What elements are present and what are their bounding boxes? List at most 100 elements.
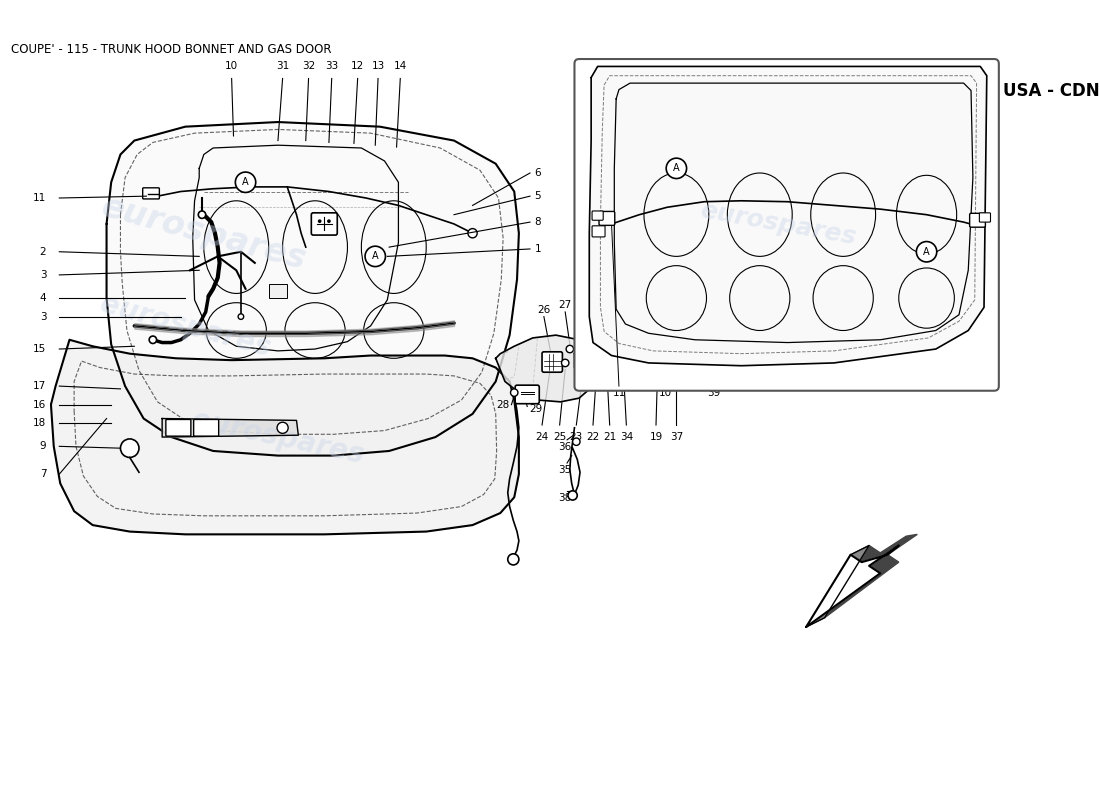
FancyBboxPatch shape	[574, 59, 999, 390]
Text: 10: 10	[226, 61, 239, 71]
Circle shape	[365, 246, 385, 266]
Text: 33: 33	[326, 61, 339, 71]
FancyBboxPatch shape	[268, 284, 287, 298]
Text: 14: 14	[394, 61, 407, 71]
Text: 17: 17	[33, 381, 46, 391]
Polygon shape	[806, 546, 869, 627]
Circle shape	[198, 211, 206, 218]
Polygon shape	[574, 349, 616, 372]
Text: 11: 11	[33, 193, 46, 203]
Circle shape	[318, 219, 321, 223]
Text: 38: 38	[559, 493, 572, 502]
Circle shape	[150, 336, 156, 343]
Circle shape	[121, 439, 139, 458]
Text: A: A	[372, 251, 378, 262]
Circle shape	[327, 219, 331, 223]
Circle shape	[568, 491, 578, 500]
Text: 34: 34	[619, 433, 632, 442]
FancyBboxPatch shape	[166, 419, 191, 436]
Text: 39: 39	[707, 388, 721, 398]
Text: 30: 30	[630, 300, 644, 310]
Text: 22: 22	[597, 303, 611, 313]
Text: 18: 18	[33, 418, 46, 428]
Circle shape	[238, 314, 244, 319]
FancyBboxPatch shape	[311, 213, 338, 235]
Text: 22: 22	[586, 433, 600, 442]
Circle shape	[616, 360, 623, 366]
Text: 12: 12	[351, 61, 364, 71]
Text: 37: 37	[670, 433, 683, 442]
Text: eurospares: eurospares	[698, 198, 858, 250]
Text: 7: 7	[40, 469, 46, 479]
Text: eurospares: eurospares	[98, 190, 310, 277]
Text: 19: 19	[649, 433, 662, 442]
FancyBboxPatch shape	[592, 211, 603, 220]
Text: 15: 15	[33, 344, 46, 354]
Text: 36: 36	[559, 442, 572, 452]
Circle shape	[510, 389, 518, 396]
FancyBboxPatch shape	[585, 348, 601, 378]
FancyBboxPatch shape	[194, 419, 219, 436]
FancyBboxPatch shape	[969, 214, 986, 227]
Text: 23: 23	[579, 303, 592, 313]
Text: USA - CDN: USA - CDN	[1003, 82, 1100, 100]
Text: A: A	[923, 246, 930, 257]
FancyBboxPatch shape	[602, 350, 614, 376]
Text: 32: 32	[301, 61, 316, 71]
FancyBboxPatch shape	[631, 320, 652, 350]
FancyBboxPatch shape	[600, 211, 615, 226]
Text: 3: 3	[40, 270, 46, 280]
Circle shape	[576, 358, 582, 364]
Text: A: A	[242, 178, 249, 187]
Text: 9: 9	[40, 442, 46, 451]
Circle shape	[468, 229, 477, 238]
Text: eurospares: eurospares	[97, 290, 274, 362]
Text: 10: 10	[659, 388, 672, 398]
Text: 2: 2	[40, 246, 46, 257]
Text: 31: 31	[276, 61, 289, 71]
Text: 25: 25	[553, 433, 566, 442]
FancyBboxPatch shape	[656, 284, 719, 332]
Circle shape	[566, 346, 573, 353]
Text: 13: 13	[372, 61, 385, 71]
Text: COUPE' - 115 - TRUNK HOOD BONNET AND GAS DOOR: COUPE' - 115 - TRUNK HOOD BONNET AND GAS…	[11, 43, 331, 56]
FancyBboxPatch shape	[143, 188, 160, 199]
Text: 23: 23	[570, 433, 583, 442]
Polygon shape	[51, 340, 519, 534]
Circle shape	[277, 422, 288, 434]
Text: 35: 35	[559, 465, 572, 475]
Text: 29: 29	[529, 404, 542, 414]
Text: 6: 6	[535, 168, 541, 178]
Text: 26: 26	[537, 305, 550, 314]
Text: 21: 21	[603, 433, 616, 442]
Text: 5: 5	[535, 191, 541, 201]
FancyBboxPatch shape	[542, 352, 562, 372]
Text: 4: 4	[40, 293, 46, 303]
Polygon shape	[107, 122, 519, 455]
Text: 16: 16	[33, 400, 46, 410]
Circle shape	[604, 358, 611, 364]
Text: 11: 11	[613, 388, 626, 398]
Polygon shape	[496, 335, 597, 402]
FancyBboxPatch shape	[592, 226, 605, 237]
Circle shape	[667, 158, 686, 178]
Text: 1: 1	[535, 244, 541, 254]
FancyBboxPatch shape	[979, 213, 990, 222]
Text: 27: 27	[559, 300, 572, 310]
Circle shape	[573, 438, 580, 446]
Text: 3: 3	[40, 312, 46, 322]
Text: 8: 8	[535, 217, 541, 227]
Text: A: A	[673, 163, 680, 174]
Text: 20: 20	[637, 339, 650, 349]
Polygon shape	[825, 534, 917, 618]
Text: eurospares: eurospares	[189, 405, 366, 469]
Polygon shape	[806, 546, 899, 627]
Circle shape	[561, 359, 569, 366]
Circle shape	[916, 242, 937, 262]
Text: 24: 24	[536, 433, 549, 442]
Text: 28: 28	[496, 400, 509, 410]
Circle shape	[235, 172, 255, 193]
FancyBboxPatch shape	[515, 385, 539, 404]
Circle shape	[508, 554, 519, 565]
Polygon shape	[590, 66, 987, 366]
